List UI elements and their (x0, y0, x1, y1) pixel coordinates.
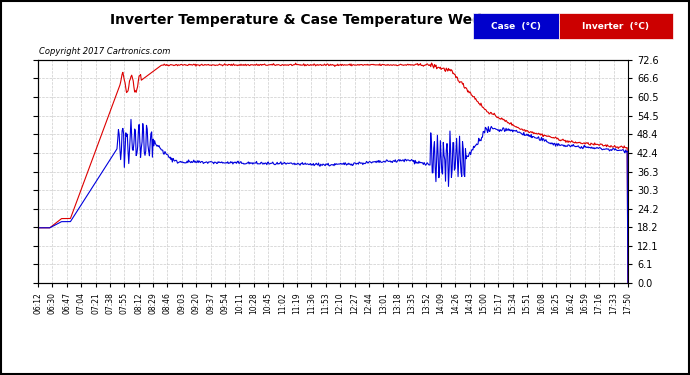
Text: Case  (°C): Case (°C) (491, 22, 541, 31)
Text: Inverter Temperature & Case Temperature Wed Mar 8 17:55: Inverter Temperature & Case Temperature … (110, 13, 580, 27)
Text: Copyright 2017 Cartronics.com: Copyright 2017 Cartronics.com (39, 47, 170, 56)
Text: Inverter  (°C): Inverter (°C) (582, 22, 649, 31)
